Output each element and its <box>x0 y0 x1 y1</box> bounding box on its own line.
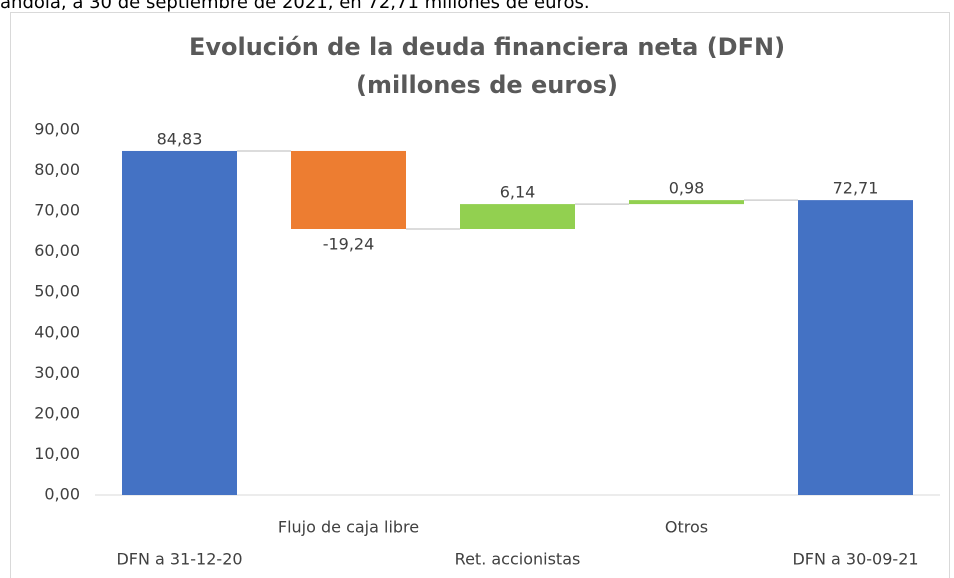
y-tick-label: 20,00 <box>34 403 80 422</box>
y-tick-label: 80,00 <box>34 160 80 179</box>
data-label: -19,24 <box>323 234 375 253</box>
bar <box>122 150 237 495</box>
y-tick-label: 40,00 <box>34 322 80 341</box>
data-label: 6,14 <box>500 183 536 202</box>
y-tick-label: 70,00 <box>34 201 80 220</box>
y-tick-label: 10,00 <box>34 444 80 463</box>
chart-subtitle: (millones de euros) <box>356 71 618 99</box>
y-tick-label: 90,00 <box>34 120 80 139</box>
chart-title: Evolución de la deuda financiera neta (D… <box>189 33 785 61</box>
x-tick-label: Otros <box>665 518 708 537</box>
bar <box>798 200 913 496</box>
x-tick-label: DFN a 30-09-21 <box>792 550 918 569</box>
y-tick-label: 50,00 <box>34 282 80 301</box>
data-label: 84,83 <box>157 129 203 148</box>
bar <box>460 204 575 229</box>
x-tick-label: Flujo de caja libre <box>278 518 419 537</box>
x-tick-label: Ret. accionistas <box>455 550 581 569</box>
x-tick-label: DFN a 31-12-20 <box>116 550 242 569</box>
chart-border <box>10 12 950 578</box>
bar <box>629 200 744 205</box>
bar <box>291 150 406 229</box>
y-tick-label: 30,00 <box>34 363 80 382</box>
caption: andola, a 30 de septiembre de 2021, en 7… <box>0 0 590 13</box>
data-label: 72,71 <box>833 179 879 198</box>
y-tick-label: 0,00 <box>44 485 80 504</box>
data-label: 0,98 <box>669 179 705 198</box>
y-tick-label: 60,00 <box>34 241 80 260</box>
